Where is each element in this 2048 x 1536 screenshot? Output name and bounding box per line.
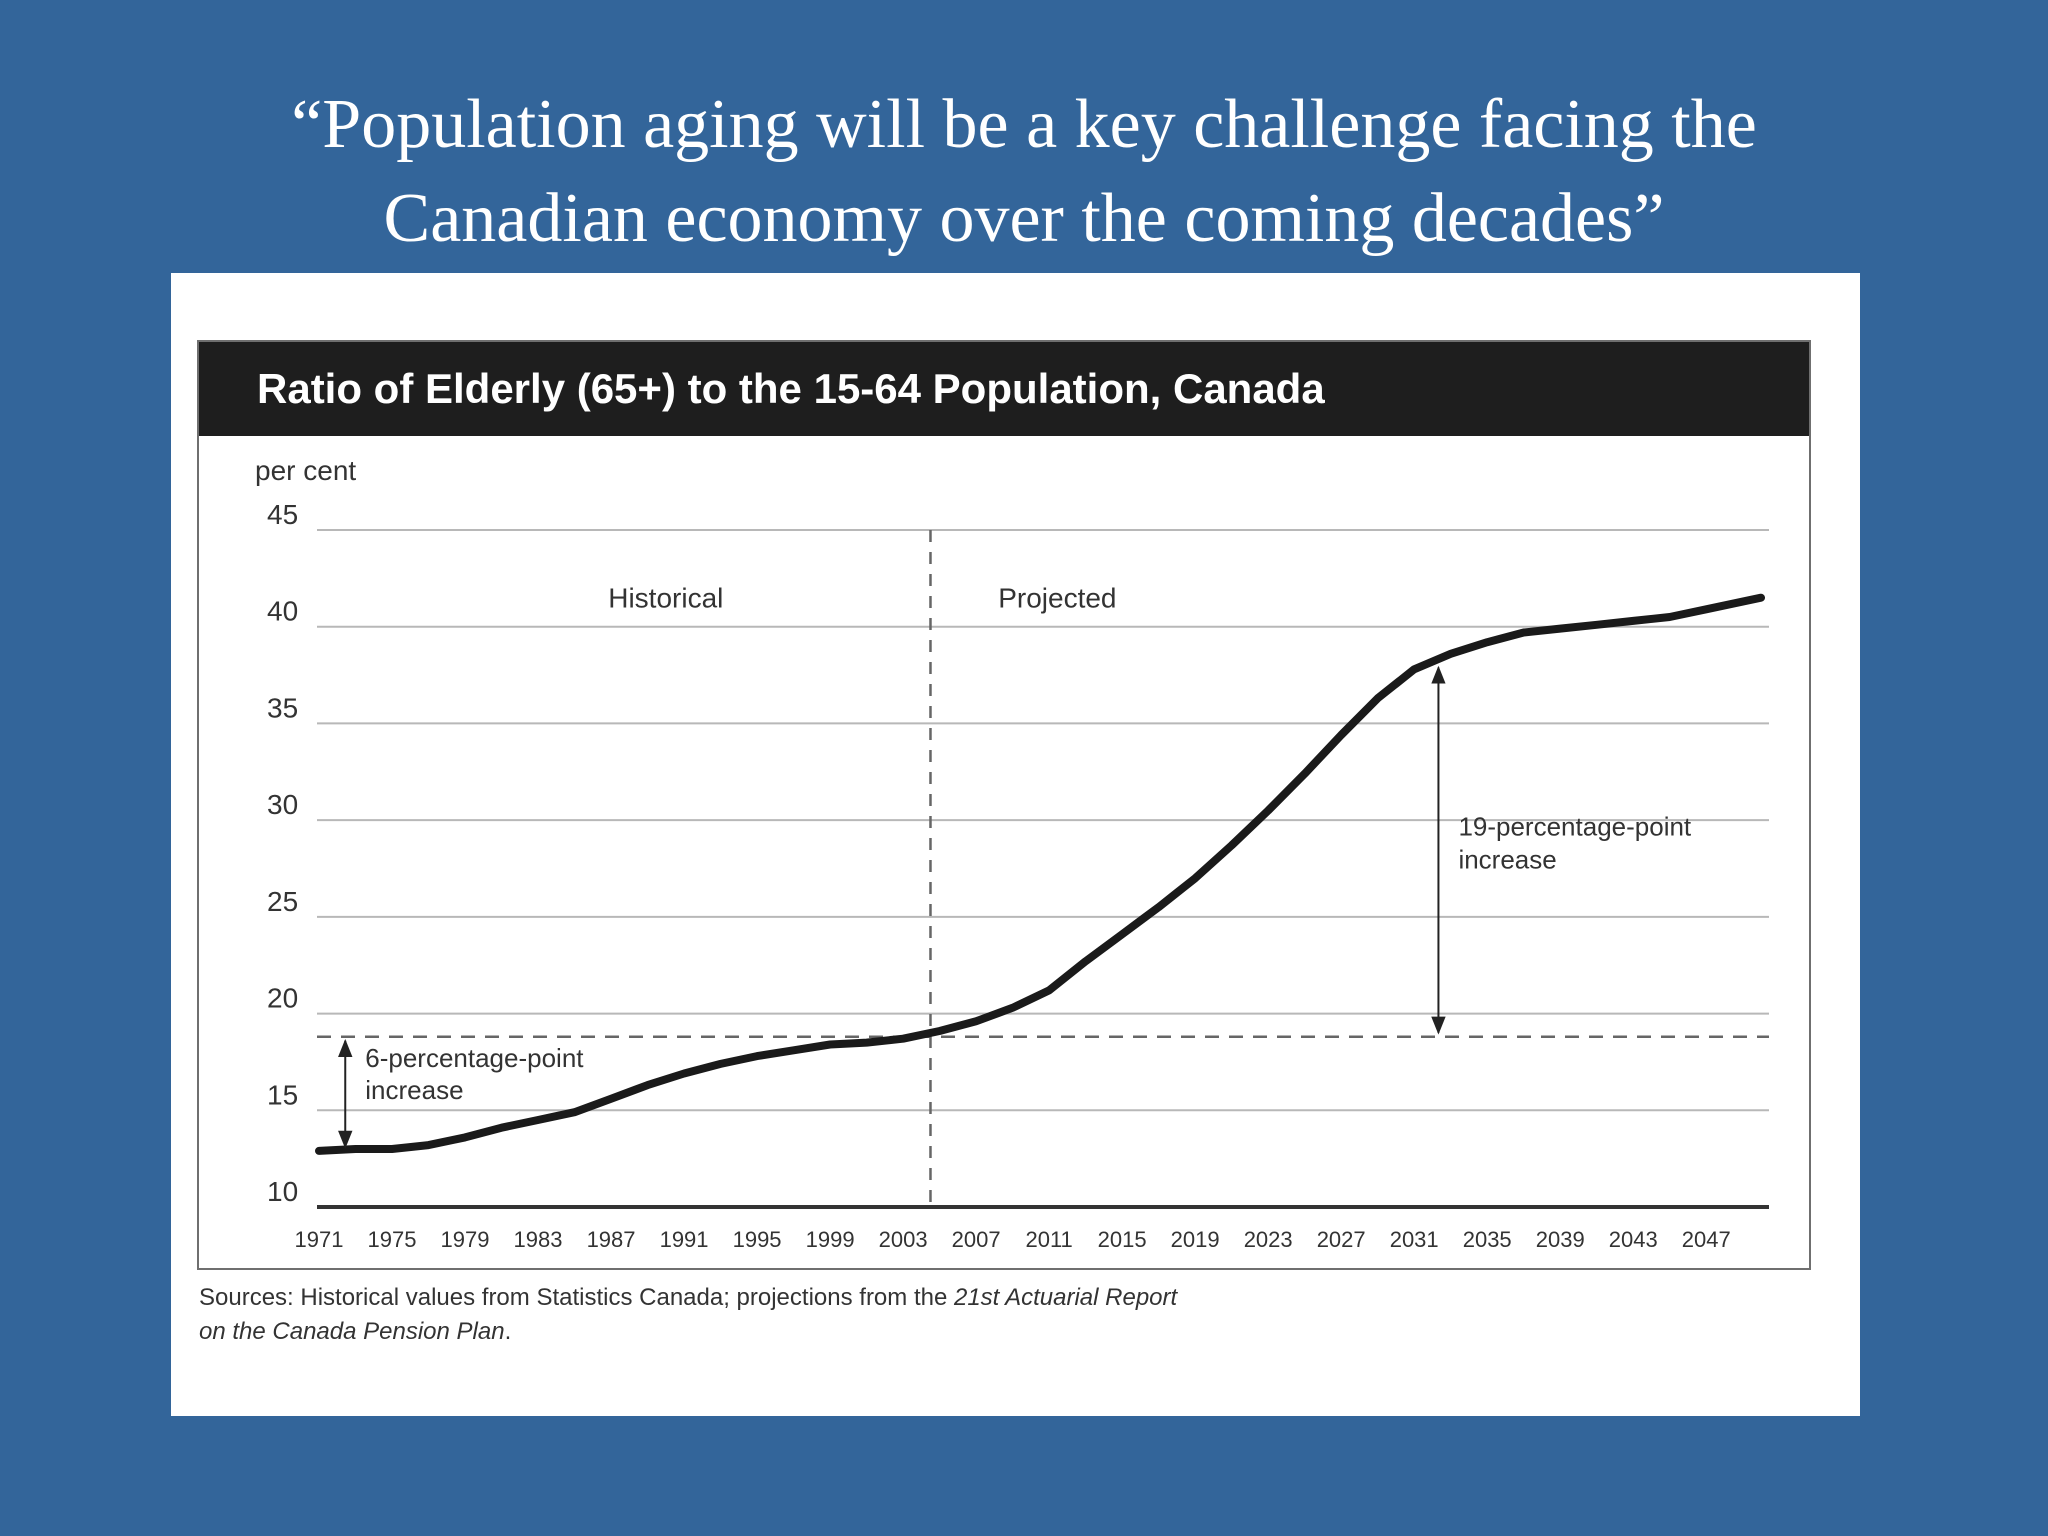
y-axis-label: per cent	[255, 455, 356, 486]
x-tick-label: 2011	[1025, 1227, 1072, 1252]
y-tick-label: 40	[267, 596, 298, 627]
six-point-label-line-2: increase	[365, 1075, 463, 1105]
x-tick-label: 2007	[952, 1227, 1001, 1252]
x-tick-label: 2023	[1244, 1227, 1293, 1252]
sources-prefix: Sources: Historical values from Statisti…	[199, 1284, 954, 1311]
y-tick-label: 15	[267, 1079, 298, 1110]
projected-label: Projected	[998, 583, 1116, 614]
y-tick-label: 20	[267, 983, 298, 1014]
slide-title-line-2: Canadian economy over the coming decades…	[383, 180, 1665, 257]
x-tick-label: 1999	[806, 1227, 855, 1252]
x-tick-label: 1995	[733, 1227, 782, 1252]
x-tick-label: 2003	[879, 1227, 928, 1252]
sources-report-title-line-1: 21st Actuarial Report	[953, 1284, 1178, 1311]
slide-title-line-1: “Population aging will be a key challeng…	[291, 86, 1757, 163]
sources-report-title-line-2: on the Canada Pension Plan	[199, 1318, 505, 1345]
x-tick-label: 2035	[1463, 1227, 1512, 1252]
x-tick-label: 1987	[587, 1227, 636, 1252]
x-tick-label: 1983	[514, 1227, 563, 1252]
chart-title: Ratio of Elderly (65+) to the 15-64 Popu…	[199, 342, 1809, 436]
nineteen-point-label-line-2: increase	[1458, 845, 1556, 875]
x-tick-label: 1979	[441, 1227, 490, 1252]
x-tick-label: 2039	[1536, 1227, 1585, 1252]
historical-label: Historical	[608, 583, 723, 614]
slide-title: “Population aging will be a key challeng…	[0, 78, 2048, 266]
y-tick-label: 10	[267, 1176, 298, 1207]
sources-suffix: .	[504, 1318, 512, 1345]
nineteen-point-label-line-1: 19-percentage-point	[1458, 812, 1691, 842]
chart-card: Ratio of Elderly (65+) to the 15-64 Popu…	[171, 273, 1860, 1416]
chart-frame: Ratio of Elderly (65+) to the 15-64 Popu…	[197, 340, 1811, 1270]
x-tick-label: 2027	[1317, 1227, 1366, 1252]
chart-sources: Sources: Historical values from Statisti…	[199, 1281, 1177, 1349]
x-tick-label: 2019	[1171, 1227, 1220, 1252]
x-tick-label: 1975	[368, 1227, 417, 1252]
x-tick-label: 1971	[295, 1227, 344, 1252]
data-series-line	[315, 593, 1765, 1155]
x-tick-label: 2015	[1098, 1227, 1147, 1252]
x-tick-label: 1991	[660, 1227, 709, 1252]
y-tick-label: 35	[267, 692, 298, 723]
six-point-label-line-1: 6-percentage-point	[365, 1043, 584, 1073]
y-tick-label: 30	[267, 789, 298, 820]
x-tick-label: 2031	[1390, 1227, 1439, 1252]
x-tick-label: 2047	[1682, 1227, 1731, 1252]
y-tick-label: 45	[267, 499, 298, 530]
x-tick-label: 2043	[1609, 1227, 1658, 1252]
y-tick-label: 25	[267, 886, 298, 917]
